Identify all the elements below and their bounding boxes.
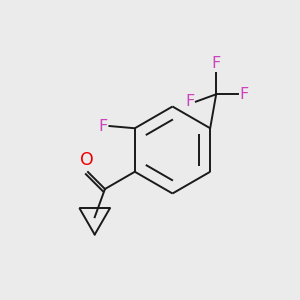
Text: F: F xyxy=(99,118,108,134)
Text: F: F xyxy=(212,56,221,71)
Text: F: F xyxy=(185,94,194,109)
Text: O: O xyxy=(80,151,93,169)
Text: F: F xyxy=(239,87,248,102)
